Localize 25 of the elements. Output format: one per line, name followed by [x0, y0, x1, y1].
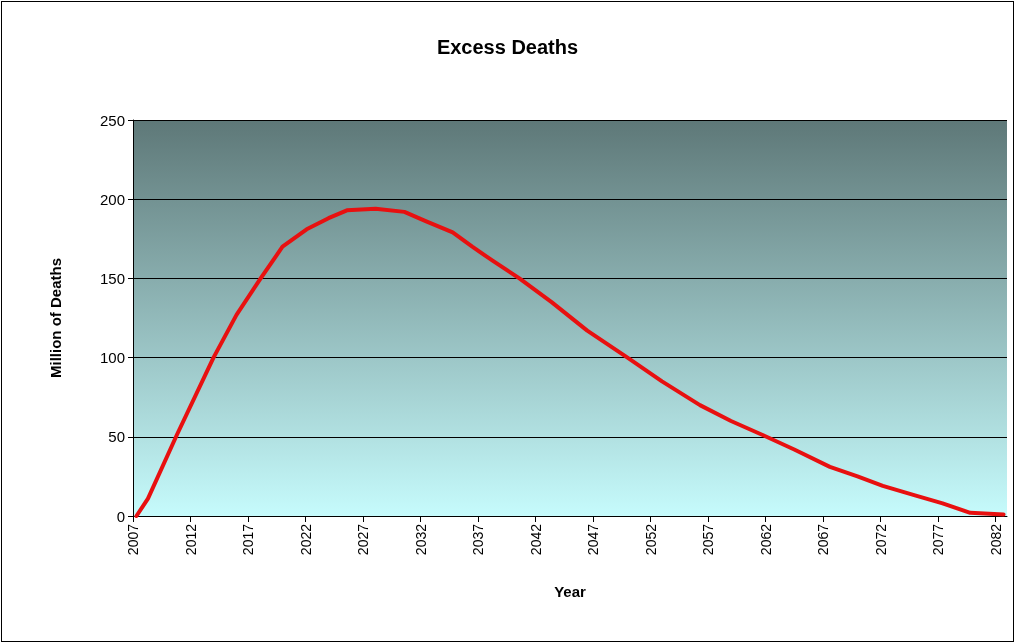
y-axis-title: Million of Deaths — [47, 258, 64, 378]
y-tick-label: 250 — [99, 111, 125, 129]
chart-title: Excess Deaths — [436, 36, 579, 58]
x-tick-label: 2017 — [240, 523, 256, 556]
x-tick-label: 2012 — [182, 523, 199, 556]
y-tick-label: 200 — [99, 190, 125, 208]
x-tick-label: 2062 — [757, 523, 774, 556]
x-tick-label: 2007 — [125, 523, 141, 556]
x-tick-label: 2022 — [297, 523, 314, 556]
x-axis-title: Year — [554, 583, 587, 600]
x-tick-label: 2077 — [930, 523, 946, 556]
x-tick-label: 2027 — [355, 523, 371, 556]
x-tick-label: 2057 — [700, 523, 716, 556]
x-tick-label: 2037 — [470, 523, 486, 556]
x-tick-label: 2072 — [872, 523, 889, 556]
x-tick-label: 2082 — [987, 523, 1004, 556]
x-tick-label: 2067 — [815, 523, 831, 556]
y-tick-label: 150 — [99, 269, 125, 287]
y-tick-label: 50 — [108, 428, 125, 446]
x-tick-label: 2032 — [412, 523, 429, 556]
y-tick-label: 0 — [116, 507, 125, 525]
x-tick-label: 2052 — [642, 523, 659, 556]
x-tick-label: 2042 — [527, 523, 544, 556]
x-tick-label: 2047 — [585, 523, 601, 556]
y-tick-label: 100 — [99, 349, 125, 367]
